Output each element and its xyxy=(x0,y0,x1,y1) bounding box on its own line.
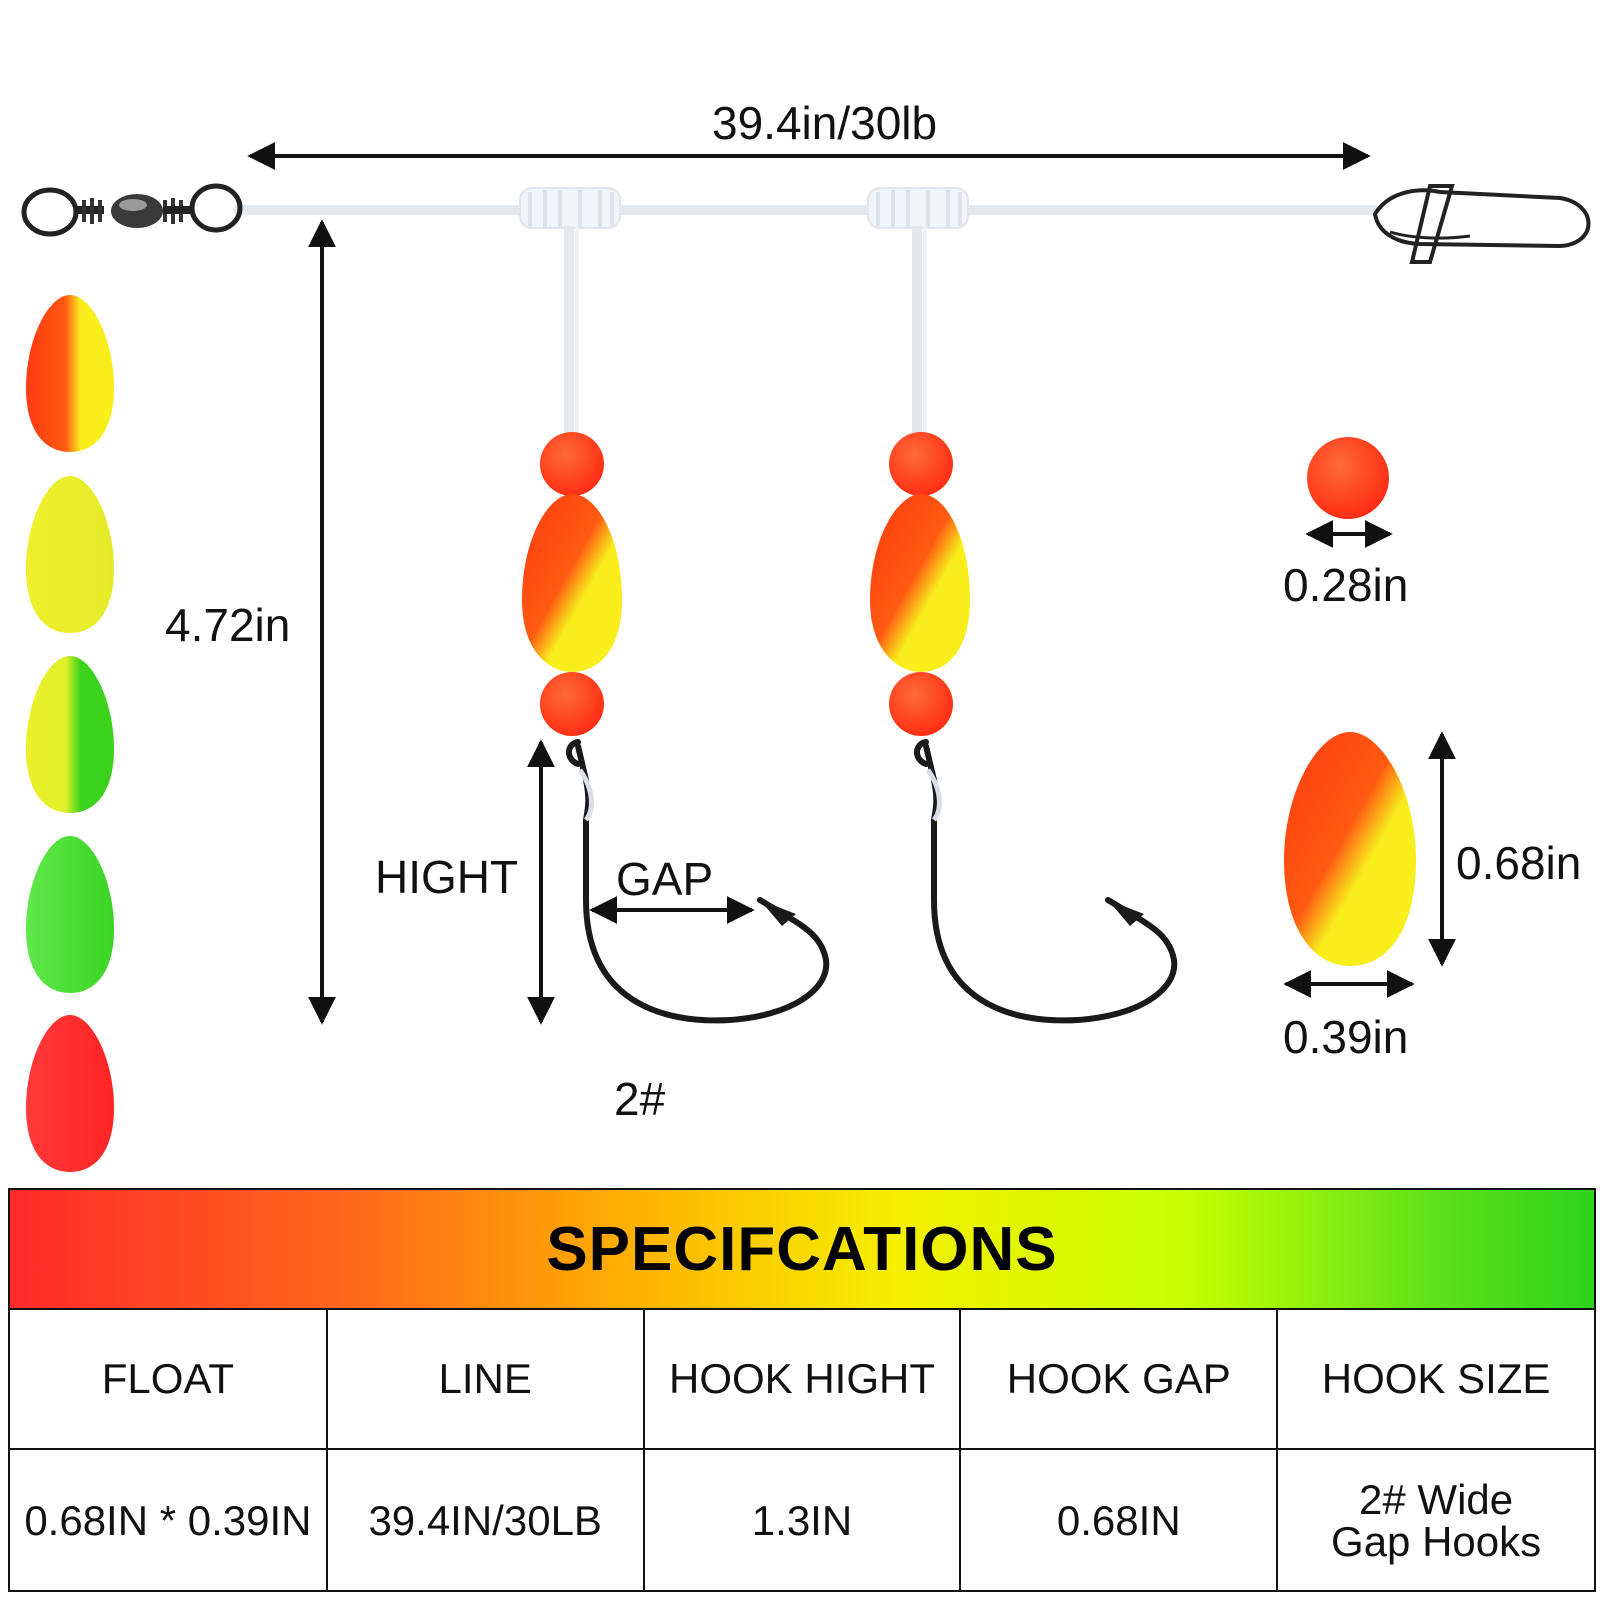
float-sample xyxy=(1284,732,1416,966)
duo-lock-snap xyxy=(1372,184,1591,264)
float-option-yellow xyxy=(26,476,114,633)
bead-sample xyxy=(1307,437,1389,519)
hook-gap-label: GAP xyxy=(616,853,714,905)
bead-detail xyxy=(1305,437,1393,548)
spec-col-line: LINE xyxy=(326,1310,645,1450)
spec-value-line: 39.4IN/30LB xyxy=(326,1449,645,1592)
line-length-label: 39.4in/30lb xyxy=(712,97,938,149)
hook-size-label: 2# xyxy=(614,1073,666,1125)
spec-value-hook-size: 2# Wide Gap Hooks xyxy=(1331,1476,1542,1565)
float-option-green xyxy=(26,836,114,993)
hook-2 xyxy=(914,739,1178,1024)
spec-header-row: FLOAT LINE HOOK HIGHT HOOK GAP HOOK SIZE xyxy=(10,1310,1594,1450)
barrel-swivel xyxy=(21,183,243,237)
dropper-1 xyxy=(519,187,830,1024)
float-option-orange-yellow xyxy=(26,295,114,452)
specifications-title: SPECIFCATIONS xyxy=(546,1214,1058,1284)
rig-diagram xyxy=(21,142,1591,1172)
bead-top-1 xyxy=(540,432,604,496)
leader-height-label: 4.72in xyxy=(165,599,291,651)
specifications-panel: SPECIFCATIONS FLOAT LINE HOOK HIGHT HOOK… xyxy=(8,1188,1596,1592)
hook-height-label: HIGHT xyxy=(375,851,519,903)
dropper-2 xyxy=(867,187,1178,1024)
spec-value-row: 0.68IN * 0.39IN 39.4IN/30LB 1.3IN 0.68IN… xyxy=(10,1449,1594,1592)
spec-value-hook-gap: 0.68IN xyxy=(960,1449,1279,1592)
specifications-table: FLOAT LINE HOOK HIGHT HOOK GAP HOOK SIZE… xyxy=(10,1310,1594,1592)
float-detail xyxy=(1283,731,1456,998)
bead-diameter-label: 0.28in xyxy=(1283,559,1409,611)
bead-bottom-1 xyxy=(540,672,604,736)
float-color-options xyxy=(26,295,114,1172)
spec-col-hook-size: HOOK SIZE xyxy=(1277,1310,1594,1450)
specifications-header: SPECIFCATIONS xyxy=(10,1190,1594,1310)
knot-1 xyxy=(519,187,621,229)
float-1 xyxy=(522,494,622,672)
spec-col-float: FLOAT xyxy=(10,1310,328,1450)
bead-bottom-2 xyxy=(889,672,953,736)
float-2 xyxy=(870,494,970,672)
spec-value-hook-height: 1.3IN xyxy=(643,1449,962,1592)
float-length-label: 0.68in xyxy=(1456,837,1582,889)
float-option-red xyxy=(26,1015,114,1172)
knot-2 xyxy=(867,187,969,229)
spec-col-hook-gap: HOOK GAP xyxy=(960,1310,1279,1450)
spec-col-hook-height: HOOK HIGHT xyxy=(643,1310,962,1450)
bead-top-2 xyxy=(889,432,953,496)
float-width-label: 0.39in xyxy=(1283,1011,1409,1063)
spec-value-float: 0.68IN * 0.39IN xyxy=(10,1449,328,1592)
float-option-yellow-green xyxy=(26,656,114,813)
